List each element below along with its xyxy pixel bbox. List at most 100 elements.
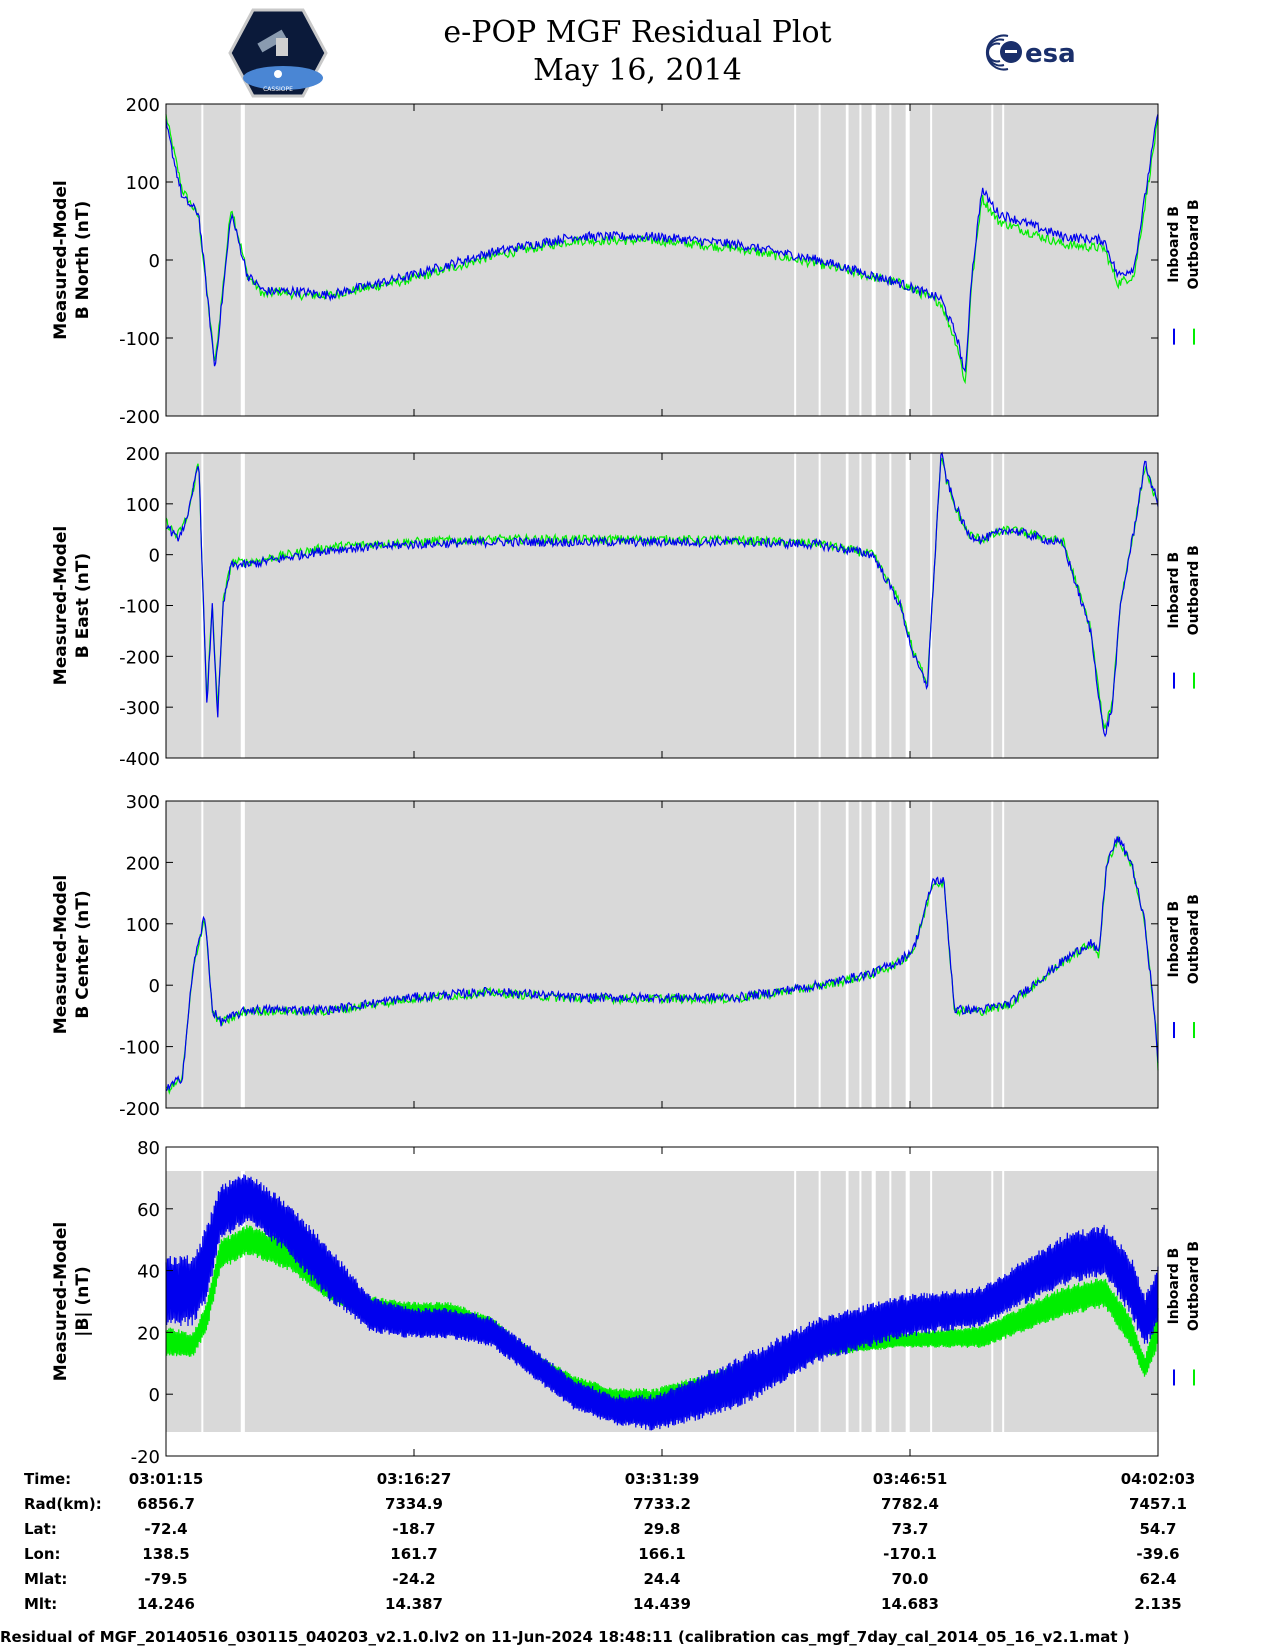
y-axis-label: Measured-Model |B| (nT)	[51, 1222, 93, 1381]
esa-logo: esa	[985, 34, 1076, 71]
data-gap	[859, 1171, 862, 1432]
panel-4: 80 60 40 20 0 -20 Measured-Model |B| (nT) Inboar…	[51, 1138, 1202, 1468]
ephemeris-value: -18.7	[392, 1520, 435, 1538]
panel-background	[166, 453, 1158, 758]
series-inboard-band	[165, 1174, 1159, 1431]
y-tick-label: 80	[137, 1138, 160, 1159]
data-gap	[240, 453, 245, 758]
y-tick-label: -100	[119, 1038, 160, 1059]
panel-background	[166, 801, 1158, 1108]
ephemeris-value: -39.6	[1136, 1545, 1179, 1563]
y-tick-label: 0	[149, 251, 160, 272]
y-tick-label: -300	[119, 698, 160, 719]
y-tick-label: 100	[126, 495, 160, 516]
data-gap	[201, 453, 204, 758]
ephemeris-value: 7733.2	[633, 1495, 691, 1513]
ephemeris-value: -72.4	[144, 1520, 187, 1538]
data-gap	[905, 453, 910, 758]
panel-1: 200 100 0 -100 -200 Measured-Model B North (nT…	[51, 95, 1202, 428]
y-axis-label-line: B East (nT)	[73, 553, 93, 658]
ephemeris-value: 29.8	[643, 1520, 680, 1538]
y-axis-label: Measured-Model B East (nT)	[51, 526, 93, 685]
ephemeris-value: -24.2	[392, 1570, 435, 1588]
y-tick-label: 20	[137, 1323, 160, 1344]
x-tick-label: 03:31:39	[625, 1470, 700, 1488]
data-gap	[818, 453, 821, 758]
y-tick-label: 0	[149, 1385, 160, 1406]
y-axis-label-line: Measured-Model	[51, 1222, 71, 1381]
esa-logo-text: esa	[1025, 39, 1076, 69]
legend-outboard-label: Outboard B	[1186, 545, 1202, 635]
data-gap	[240, 801, 245, 1108]
y-axis-label: Measured-Model B Center (nT)	[51, 875, 93, 1034]
data-gap	[818, 801, 821, 1108]
x-tick-label: 03:46:51	[873, 1470, 948, 1488]
y-tick-label: -400	[119, 749, 160, 770]
data-gap	[794, 453, 797, 758]
ephemeris-value: 6856.7	[137, 1495, 195, 1513]
data-gap	[991, 104, 994, 416]
footer-caption: Residual of MGF_20140516_030115_040203_v…	[0, 1628, 1130, 1646]
ephemeris-row-label: Lat:	[24, 1520, 57, 1538]
ephemeris-value: 161.7	[390, 1545, 437, 1563]
ephemeris-value: -79.5	[144, 1570, 187, 1588]
x-tick-label: 04:02:03	[1121, 1470, 1196, 1488]
data-gap	[240, 1171, 245, 1432]
data-gap	[794, 1171, 797, 1432]
y-tick-label: 60	[137, 1200, 160, 1221]
data-gap	[871, 453, 876, 758]
ephemeris-value: 14.683	[881, 1595, 939, 1613]
data-gap	[871, 801, 876, 1108]
time-row-label: Time:	[24, 1470, 71, 1488]
data-gap	[859, 453, 862, 758]
data-gap	[991, 453, 994, 758]
y-tick-label: -100	[119, 329, 160, 350]
ephemeris-value: 7457.1	[1129, 1495, 1187, 1513]
y-tick-label: 0	[149, 546, 160, 567]
ephemeris-value: 138.5	[142, 1545, 189, 1563]
data-gap	[905, 104, 910, 416]
y-tick-label: 200	[126, 95, 160, 116]
y-axis-label-line: B North (nT)	[73, 201, 93, 320]
data-gap	[1002, 453, 1005, 758]
series-inboard-line	[165, 113, 1159, 373]
data-gap	[889, 453, 892, 758]
ephemeris-value: 62.4	[1139, 1570, 1176, 1588]
data-gap	[1002, 104, 1005, 416]
data-gap	[859, 104, 862, 416]
ephemeris-row-label: Lon:	[24, 1545, 61, 1563]
legend-inboard-label: Inboard B	[1166, 1248, 1182, 1325]
ephemeris-table: Time: 03:01:15 03:16:27 03:31:39 03:46:51 04:…	[24, 1470, 1195, 1613]
data-gap	[859, 801, 862, 1108]
panel-background	[166, 104, 1158, 416]
cassiope-logo-text: CASSIOPE	[263, 86, 293, 93]
series-inboard-line	[165, 836, 1159, 1092]
ephemeris-value: 70.0	[891, 1570, 928, 1588]
series-outboard-line	[165, 835, 1159, 1095]
data-gap	[845, 1171, 849, 1432]
y-axis-label-line: Measured-Model	[51, 180, 71, 339]
data-gap	[871, 104, 876, 416]
y-tick-label: 40	[137, 1262, 160, 1283]
data-gap	[1002, 801, 1005, 1108]
ephemeris-value: 166.1	[638, 1545, 685, 1563]
ephemeris-value: 7334.9	[385, 1495, 443, 1513]
cassiope-logo: CASSIOPE	[228, 8, 328, 98]
y-axis-label-line: Measured-Model	[51, 526, 71, 685]
legend-inboard-label: Inboard B	[1166, 206, 1182, 283]
y-tick-label: 200	[126, 444, 160, 465]
ephemeris-value: 73.7	[891, 1520, 928, 1538]
data-gap	[845, 104, 849, 416]
series-outboard-line	[165, 114, 1159, 385]
data-gap	[201, 104, 204, 416]
y-tick-label: 200	[126, 853, 160, 874]
y-tick-label: -200	[119, 647, 160, 668]
legend-inboard-label: Inboard B	[1166, 552, 1182, 629]
data-gap	[794, 801, 797, 1108]
y-tick-label: -100	[119, 597, 160, 618]
ephemeris-value: 7782.4	[881, 1495, 939, 1513]
y-tick-label: 0	[149, 976, 160, 997]
data-gap	[845, 453, 849, 758]
ephemeris-value: 14.439	[633, 1595, 691, 1613]
